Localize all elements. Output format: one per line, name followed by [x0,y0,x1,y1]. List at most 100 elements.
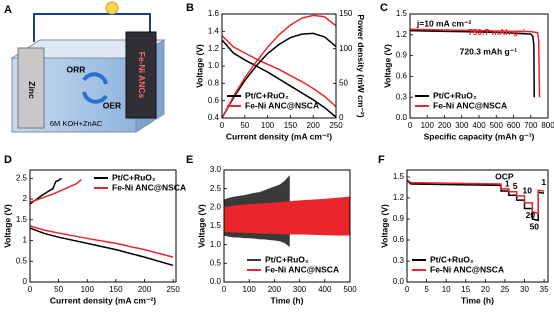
y-axis-label: Voltage (V) [379,204,389,248]
legend-label: Pt/C+RuO₂ [245,90,289,100]
y-tick-label: 0.0 [396,113,408,122]
y-tick-label: 2.5 [16,173,28,182]
y-tick-label: 1.4 [208,26,220,35]
electrolyte-label: 6M KOH+ZnAC [50,119,103,128]
panel-label: A [4,4,12,16]
x-tick-label: 0 [222,285,227,294]
x-tick-label: 0 [408,121,413,130]
bulb [105,1,119,15]
y2-tick-label: 150 [339,9,353,18]
x-tick-label: 400 [472,121,486,130]
orr-label: ORR [67,64,86,74]
x-tick-label: 0 [405,285,410,294]
x-tick-label: 700 [524,121,538,130]
legend-label: Pt/C+RuO₂ [265,254,309,264]
x-axis-label: Current density (mA cm⁻²) [50,295,156,305]
annotation: 720.3 mAh g⁻¹ [460,47,518,57]
plot-frame [221,13,337,119]
cathode-electrode [125,31,157,119]
series-band [224,196,350,236]
x-axis-label: Current density (mA cm⁻²) [226,131,332,141]
x-tick-label: 300 [455,121,469,130]
x-tick-label: 150 [284,121,298,130]
y-tick-label: 2 [23,194,28,203]
plot-frame [29,169,177,283]
panel-label: C [380,2,388,14]
panel-label: D [4,154,12,166]
x-tick-label: 10 [442,285,451,294]
y-tick-label: 0.8 [208,78,220,87]
legend-label: Fe-Ni ANC@NSCA [433,100,507,110]
y2-tick-label: 0 [339,113,344,122]
y2-axis-label: Power density (mW cm⁻²) [356,14,366,117]
x-tick-label: 600 [507,121,521,130]
y-axis-label: Voltage (V) [196,204,206,248]
y-tick-label: 0.6 [208,96,220,105]
y-tick-label: 0.3 [393,256,405,265]
y-tick-label: 3.0 [210,165,222,174]
y-axis-label: Voltage (V) [2,204,12,248]
y-axis-label: Voltage (V) [194,44,204,88]
annotation: 750.7 mAh g⁻¹ [468,27,526,37]
y-tick-label: 0.0 [210,277,222,286]
y-tick-label: 0.6 [393,235,405,244]
y2-tick-label: 50 [339,78,348,87]
y-tick-label: 0.9 [396,51,408,60]
x-tick-label: 100 [261,121,275,130]
cycle-arrow [82,72,108,85]
y2-tick-label: 100 [339,44,353,53]
annotation: 1 [541,177,546,187]
x-tick-label: 100 [421,121,435,130]
series-line [222,39,336,118]
annotation: 10 [523,185,533,195]
wire [33,13,151,42]
x-tick-label: 100 [243,285,257,294]
x-tick-label: 20 [481,285,490,294]
x-tick-label: 200 [438,121,452,130]
x-tick-label: 250 [166,285,180,294]
cathode-label: Fe-Ni ANCs [137,52,147,99]
plot-frame [406,169,549,283]
y-tick-label: 1.0 [208,61,220,70]
x-tick-label: 25 [500,285,509,294]
x-tick-label: 500 [343,285,357,294]
x-tick-label: 30 [520,285,529,294]
y-tick-label: 1 [23,236,28,245]
y-tick-label: 0.6 [396,72,408,81]
plot-frame [409,13,549,119]
x-tick-label: 200 [307,121,321,130]
y-axis-label: Voltage (V) [382,44,392,88]
annotation: 20 [526,210,536,220]
oer-label: OER [103,100,121,110]
x-axis-label: Time (h) [461,295,494,305]
y-tick-label: 1.2 [396,30,408,39]
x-tick-label: 5 [424,285,429,294]
x-tick-label: 50 [54,285,63,294]
series-line [407,179,545,215]
y-tick-label: 0 [23,277,28,286]
cycle-arrow [82,91,108,104]
series-line [222,14,336,118]
y-tick-label: 1.5 [396,9,408,18]
x-tick-label: 800 [541,121,554,130]
x-tick-label: 500 [490,121,504,130]
annotation: 50 [530,222,540,232]
series-line [410,29,535,98]
y-tick-label: 0.4 [208,113,220,122]
series-line [222,35,336,108]
series-line [30,225,174,258]
annotation: OCP [495,171,514,181]
y-tick-label: 2.5 [210,184,222,193]
annotation: 1 [505,178,510,188]
x-tick-label: 150 [109,285,123,294]
x-tick-label: 0 [28,285,33,294]
series-line [30,227,174,267]
series-line [410,28,541,98]
y-tick-label: 2.0 [210,202,222,211]
y-tick-label: 0.0 [393,277,405,286]
legend-label: Fe-Ni ANC@NSCA [265,264,339,274]
legend-label: Fe-Ni ANC@NSCA [112,182,186,192]
legend-label: Pt/C+RuO₂ [433,90,477,100]
y-tick-label: 1.5 [393,172,405,181]
